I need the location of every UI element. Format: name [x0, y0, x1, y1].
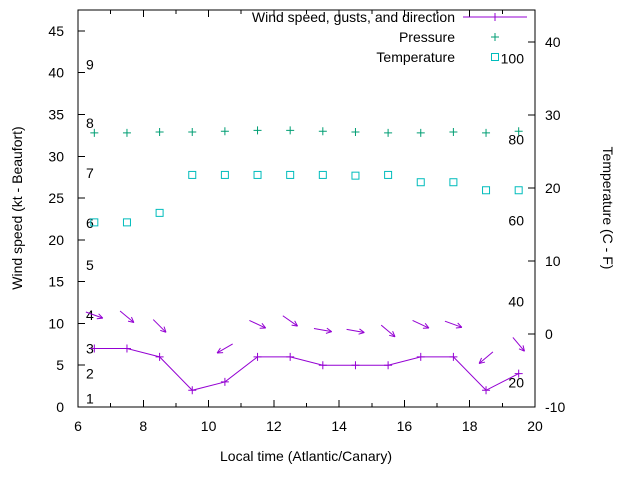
beaufort-scale-label: 3	[86, 340, 94, 356]
plot-border	[77, 9, 536, 408]
y-left-tick-label: 45	[48, 23, 64, 39]
y-left-tick-label: 20	[48, 232, 64, 248]
beaufort-scale-label: 2	[86, 366, 94, 382]
y-right-tick-label: 30	[545, 107, 561, 123]
x-tick-label: 14	[331, 418, 347, 434]
y-axis-title-right: Temperature (C - F)	[600, 146, 616, 270]
beaufort-scale-label: 9	[86, 56, 94, 72]
fahrenheit-scale-label: 100	[501, 50, 525, 66]
x-tick-label: 20	[527, 418, 543, 434]
beaufort-scale-label: 1	[86, 391, 94, 407]
y-right-tick-label: 10	[545, 253, 561, 269]
x-tick-label: 6	[74, 418, 82, 434]
legend-key	[491, 33, 499, 41]
y-left-tick-label: 30	[48, 148, 64, 164]
y-right-tick-label: -10	[545, 399, 565, 415]
y-right-tick-label: 0	[545, 326, 553, 342]
y-left-tick-label: 25	[48, 190, 64, 206]
y-left-tick-label: 40	[48, 65, 64, 81]
beaufort-scale-label: 5	[86, 257, 94, 273]
fahrenheit-scale-label: 20	[508, 375, 524, 391]
legend-label: Temperature	[376, 49, 455, 65]
y-left-tick-label: 10	[48, 315, 64, 331]
y-left-tick-label: 15	[48, 274, 64, 290]
legend: Wind speed, gusts, and direction Pressure…	[252, 9, 527, 65]
axis-ticks	[77, 10, 536, 408]
fahrenheit-scale-label: 60	[508, 213, 524, 229]
x-tick-label: 8	[139, 418, 147, 434]
legend-key	[491, 53, 499, 61]
y-left-tick-label: 0	[56, 399, 64, 415]
beaufort-scale-label: 8	[86, 115, 94, 131]
series-pressure	[90, 126, 523, 137]
series-temperature	[90, 170, 523, 227]
legend-key	[463, 13, 527, 21]
x-tick-label: 12	[266, 418, 282, 434]
x-tick-label: 10	[201, 418, 217, 434]
tick-labels: 6 8 10 12 14 16 18 20051015202530354045-1001020…	[48, 23, 565, 434]
x-tick-label: 18	[462, 418, 478, 434]
fahrenheit-scale-label: 40	[508, 294, 524, 310]
series-wind-gusts-direction	[85, 310, 525, 364]
legend-label: Wind speed, gusts, and direction	[252, 9, 455, 25]
y-left-tick-label: 5	[56, 357, 64, 373]
beaufort-scale-label: 4	[86, 307, 94, 323]
series-wind-speed	[90, 344, 523, 395]
x-tick-label: 16	[397, 418, 413, 434]
beaufort-scale-label: 6	[86, 215, 94, 231]
x-axis-title: Local time (Atlantic/Canary)	[220, 448, 392, 464]
y-right-tick-label: 20	[545, 180, 561, 196]
y-right-tick-label: 40	[545, 34, 561, 50]
fahrenheit-scale-label: 80	[508, 131, 524, 147]
legend-label: Pressure	[399, 29, 455, 45]
beaufort-scale-label: 7	[86, 165, 94, 181]
y-left-tick-label: 35	[48, 106, 64, 122]
y-axis-title-left: Wind speed (kt - Beaufort)	[9, 126, 25, 290]
